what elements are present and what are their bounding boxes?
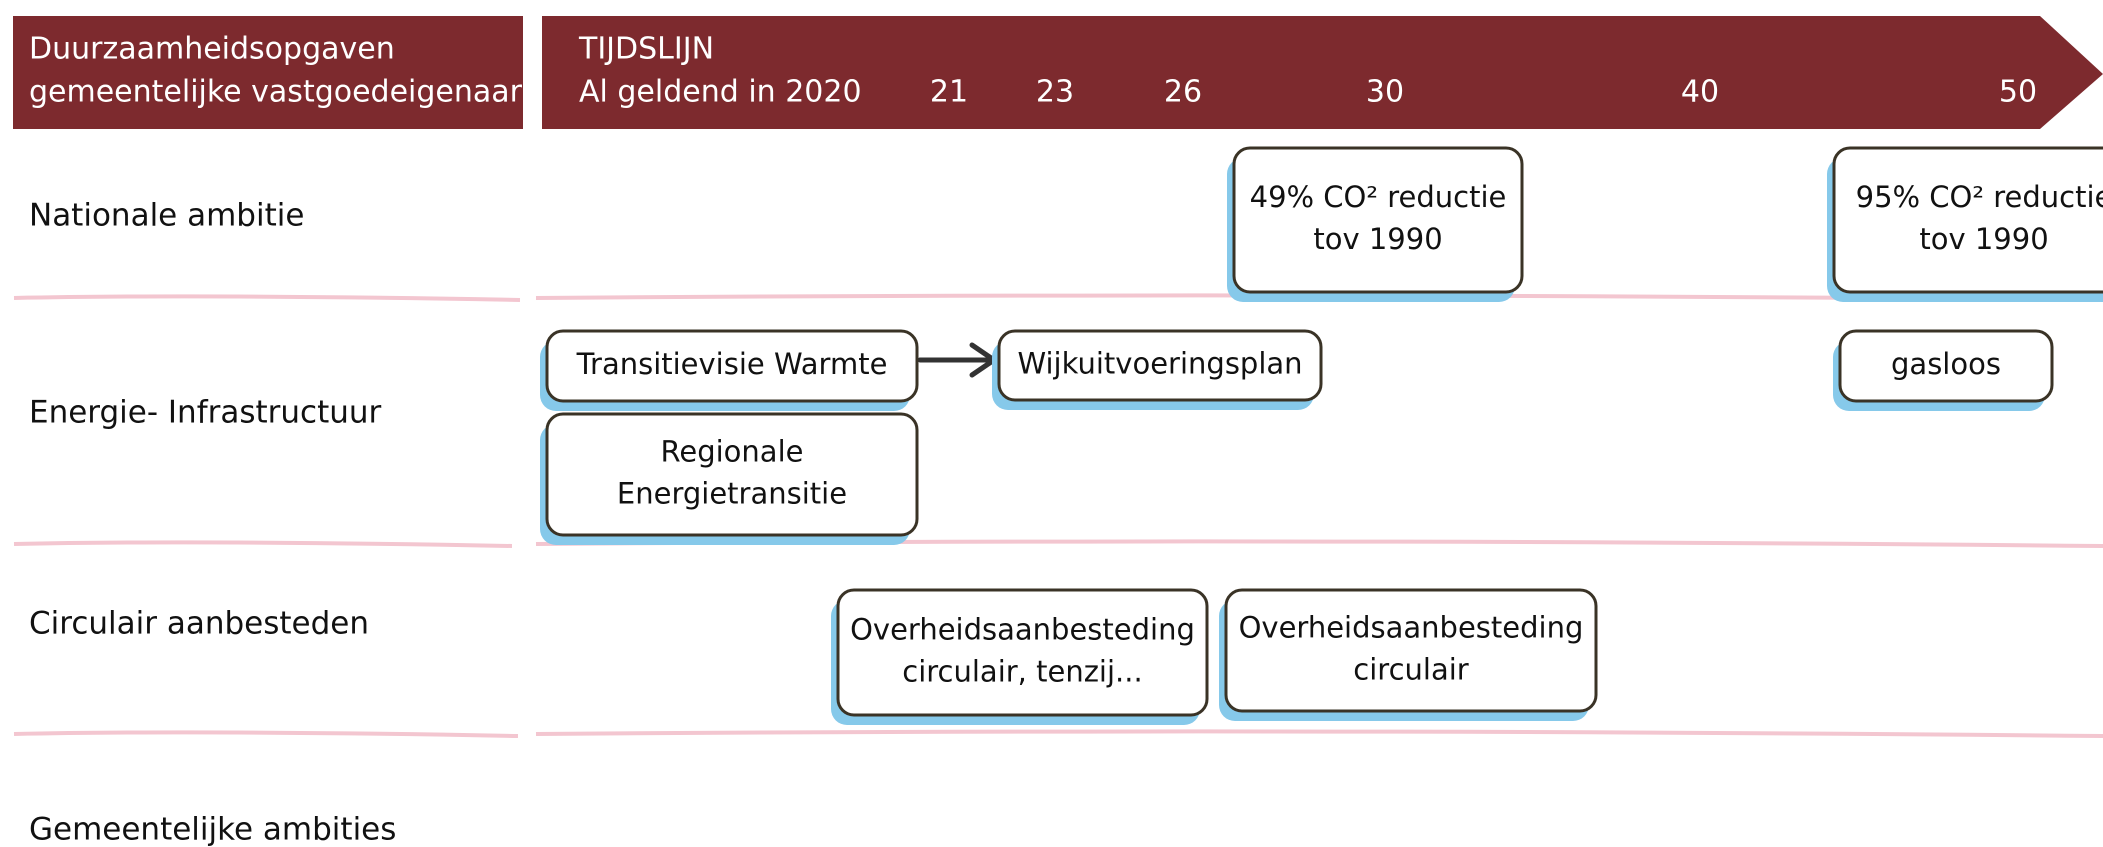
box-text: Regionale: [661, 435, 804, 469]
box: Wijkuitvoeringsplan: [992, 329, 1323, 410]
box: Transitievisie Warmte: [540, 329, 919, 411]
box-frame: [1232, 146, 1524, 294]
header-title: Duurzaamheidsopgaven: [29, 32, 395, 67]
box: Overheidsaanbesteding circulair: [1219, 588, 1598, 721]
year-label: 50: [1999, 75, 2037, 110]
year-label: 21: [930, 75, 968, 110]
box-text: 49% CO² reductie: [1250, 180, 1507, 214]
row-label: Circulair aanbesteden: [29, 606, 369, 642]
box-frame: [545, 412, 919, 537]
box-text: Wijkuitvoeringsplan: [1017, 347, 1302, 381]
box-frame: [1224, 588, 1598, 713]
box-text: tov 1990: [1919, 222, 2048, 256]
box-text: Energietransitie: [617, 477, 847, 511]
box-text: Transitievisie Warmte: [576, 347, 888, 381]
row-label: Nationale ambitie: [29, 198, 304, 234]
year-label: 26: [1164, 75, 1202, 110]
row-label: Gemeentelijke ambities: [29, 812, 396, 847]
box-text: tov 1990: [1313, 222, 1442, 256]
box-text: Overheidsaanbesteding: [850, 613, 1195, 647]
box-text: 95% CO² reductie: [1856, 180, 2103, 214]
box-frame: [1838, 329, 2054, 403]
box-frame: [1832, 146, 2103, 294]
arrow: [917, 342, 997, 378]
box: 95% CO² reductie tov 1990: [1827, 146, 2103, 302]
box: gasloos: [1833, 329, 2054, 411]
row-label: Energie- Infrastructuur: [29, 395, 382, 431]
header-box: [13, 16, 523, 129]
year-label: 30: [1366, 75, 1404, 110]
box-text: gasloos: [1891, 347, 2001, 381]
year-label: 23: [1036, 75, 1074, 110]
box-frame: [997, 329, 1323, 402]
box-text: circulair: [1353, 653, 1468, 687]
start-label: Al geldend in 2020: [579, 75, 862, 110]
box: 49% CO² reductie tov 1990: [1227, 146, 1524, 302]
header-title: gemeentelijke vastgoedeigenaar: [29, 75, 523, 110]
box-frame: [545, 329, 919, 403]
box-frame: [836, 588, 1209, 717]
box-text: circulair, tenzij...: [902, 655, 1142, 689]
timeline-arrow: [542, 16, 2103, 129]
box: Overheidsaanbesteding circulair, tenzij..…: [831, 588, 1209, 725]
box: Regionale Energietransitie: [540, 412, 919, 545]
year-label: 40: [1681, 75, 1719, 110]
box-text: Overheidsaanbesteding: [1239, 611, 1584, 645]
timeline-label: TIJDSLIJN: [578, 32, 714, 67]
